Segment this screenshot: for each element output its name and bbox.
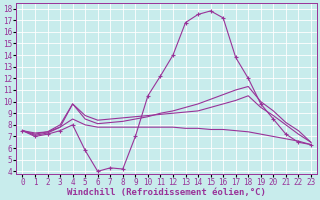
X-axis label: Windchill (Refroidissement éolien,°C): Windchill (Refroidissement éolien,°C) [67, 188, 266, 197]
